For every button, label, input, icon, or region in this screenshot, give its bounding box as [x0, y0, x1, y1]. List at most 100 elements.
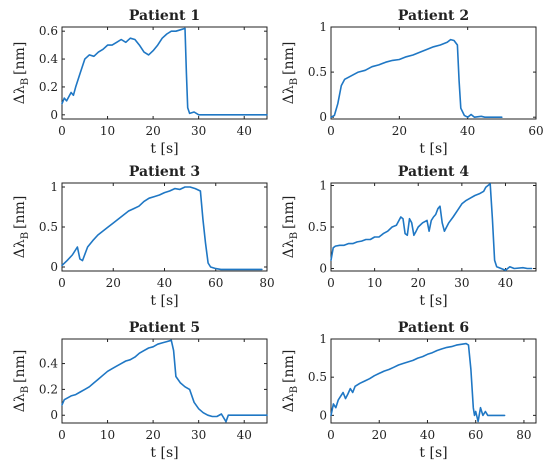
- panel-title: Patient 5: [129, 320, 200, 336]
- x-tick-label: 40: [460, 124, 475, 138]
- axes-box: [330, 338, 537, 424]
- series-line: [61, 186, 263, 271]
- series-line: [330, 342, 506, 423]
- y-label-unit: [nm]: [12, 42, 28, 75]
- y-tick-label: 1: [319, 20, 327, 34]
- y-label-unit: [nm]: [281, 196, 297, 229]
- y-label-symbol: Δλ: [281, 393, 297, 412]
- x-tick-label: 20: [392, 124, 407, 138]
- x-tick-label: 60: [528, 124, 543, 138]
- y-axis-label: ΔλB [nm]: [12, 196, 31, 259]
- x-axis-label: t [s]: [150, 445, 178, 461]
- y-tick-label: 1: [50, 180, 58, 194]
- x-tick-label: 20: [106, 276, 121, 290]
- x-tick-label: 20: [411, 276, 426, 290]
- x-tick-label: 0: [58, 276, 66, 290]
- axes-box: [330, 182, 537, 272]
- y-label-symbol: Δλ: [12, 393, 28, 412]
- x-tick-label: 0: [327, 428, 335, 442]
- y-tick-label: 0.5: [39, 220, 58, 234]
- x-tick-label: 10: [100, 428, 115, 442]
- y-label-symbol: Δλ: [12, 239, 28, 258]
- x-axis-label: t [s]: [419, 141, 447, 157]
- panel-6: Patient 6 0 20 40 60 80 0 0.5 1 t [s] ΔλB [nm]: [281, 320, 537, 461]
- axes-box: [61, 338, 268, 424]
- x-tick-label: 40: [157, 276, 172, 290]
- x-tick-label: 80: [259, 276, 274, 290]
- x-tick-label: 0: [327, 124, 335, 138]
- series-line: [61, 339, 268, 423]
- x-tick-label: 60: [468, 428, 483, 442]
- y-axis-label: ΔλB [nm]: [281, 42, 300, 105]
- x-tick-label: 30: [191, 428, 206, 442]
- x-tick-label: 20: [145, 428, 160, 442]
- panel-title: Patient 3: [129, 164, 200, 180]
- y-label-subscript: B: [20, 386, 31, 393]
- axes-box: [61, 26, 268, 120]
- x-tick-label: 10: [367, 276, 382, 290]
- panel-title: Patient 1: [129, 8, 200, 24]
- panel-title: Patient 2: [398, 8, 469, 24]
- y-tick-label: 0: [50, 260, 58, 274]
- x-tick-label: 0: [327, 276, 335, 290]
- series-line: [330, 183, 533, 272]
- axes-box: [61, 182, 268, 272]
- y-tick-label: 1: [319, 178, 327, 192]
- y-label-unit: [nm]: [281, 350, 297, 383]
- x-tick-label: 40: [420, 428, 435, 442]
- x-tick-label: 60: [208, 276, 223, 290]
- y-label-symbol: Δλ: [281, 239, 297, 258]
- y-label-symbol: Δλ: [281, 85, 297, 104]
- y-tick-label: 0.4: [39, 52, 58, 66]
- y-label-unit: [nm]: [12, 196, 28, 229]
- y-tick-label: 0: [50, 108, 58, 122]
- x-tick-label: 20: [372, 428, 387, 442]
- panel-1: Patient 1 0 10 20 30 40 0 0.2 0.4 0.6 t [s] ΔλB [nm]: [12, 8, 268, 157]
- x-tick-label: 10: [100, 124, 115, 138]
- y-axis-label: ΔλB [nm]: [281, 196, 300, 259]
- panel-2: Patient 2 0 20 40 60 0 0.5 1 t [s] ΔλB [nm]: [281, 8, 544, 157]
- y-tick-label: 0.5: [308, 370, 327, 384]
- panel-3: Patient 3 0 20 40 60 80 0 0.5 1 t [s] ΔλB [nm]: [12, 164, 275, 309]
- panel-title: Patient 4: [398, 164, 469, 180]
- y-label-unit: [nm]: [281, 42, 297, 75]
- series-line: [61, 27, 268, 116]
- x-axis-label: t [s]: [150, 141, 178, 157]
- x-axis-label: t [s]: [150, 293, 178, 309]
- y-tick-label: 0.6: [39, 24, 58, 38]
- x-tick-label: 40: [498, 276, 513, 290]
- y-tick-label: 0.2: [39, 80, 58, 94]
- y-tick-label: 0: [319, 408, 327, 422]
- x-tick-label: 30: [191, 124, 206, 138]
- x-tick-label: 30: [454, 276, 469, 290]
- y-label-subscript: B: [289, 386, 300, 393]
- x-axis-label: t [s]: [419, 445, 447, 461]
- y-tick-label: 1: [319, 332, 327, 346]
- x-tick-label: 20: [145, 124, 160, 138]
- series-line: [330, 38, 503, 118]
- x-tick-label: 0: [58, 124, 66, 138]
- y-label-subscript: B: [289, 232, 300, 239]
- y-tick-label: 0: [319, 262, 327, 276]
- panel-4: Patient 4 0 10 20 30 40 0 0.5 1 t [s] ΔλB [nm]: [281, 164, 537, 309]
- x-axis-label: t [s]: [419, 293, 447, 309]
- y-tick-label: 0.5: [308, 220, 327, 234]
- y-tick-label: 0: [50, 408, 58, 422]
- y-tick-label: 0.4: [39, 357, 58, 371]
- y-tick-label: 0.2: [39, 382, 58, 396]
- x-tick-label: 40: [237, 124, 252, 138]
- y-axis-label: ΔλB [nm]: [281, 350, 300, 413]
- x-tick-label: 40: [237, 428, 252, 442]
- axes-box: [330, 26, 537, 120]
- y-tick-label: 0.5: [308, 65, 327, 79]
- x-tick-label: 0: [58, 428, 66, 442]
- y-label-unit: [nm]: [12, 350, 28, 383]
- y-label-subscript: B: [20, 78, 31, 85]
- y-label-subscript: B: [289, 78, 300, 85]
- y-axis-label: ΔλB [nm]: [12, 350, 31, 413]
- y-tick-label: 0: [319, 110, 327, 124]
- y-label-subscript: B: [20, 232, 31, 239]
- y-axis-label: ΔλB [nm]: [12, 42, 31, 105]
- y-label-symbol: Δλ: [12, 85, 28, 104]
